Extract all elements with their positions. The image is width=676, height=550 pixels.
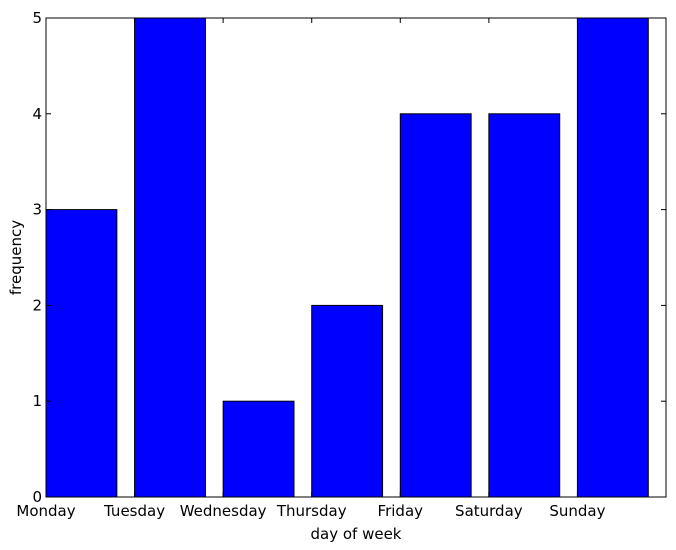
y-tick-label: 4 [32,105,42,123]
y-tick-label: 3 [32,201,42,219]
y-tick-label: 2 [32,296,42,314]
x-tick-label-monday: Monday [16,502,75,520]
bars-group [45,17,649,498]
y-axis-label: frequency [7,220,25,295]
x-tick-label-sunday: Sunday [549,502,605,520]
bar-saturday [488,113,561,498]
bar-friday [399,113,472,498]
bar-thursday [311,304,384,498]
plot-frame [45,17,667,498]
x-tick-label-thursday: Thursday [276,502,347,520]
x-axis-ticks: Monday Tuesday Wednesday Thursday Friday Satu… [16,18,606,520]
bar-wednesday [222,400,295,498]
bar-sunday [576,17,649,498]
y-tick-label: 1 [32,392,42,410]
bar-monday [45,209,118,498]
x-tick-label-wednesday: Wednesday [180,502,267,520]
x-axis-label: day of week [311,525,402,543]
y-tick-label: 5 [32,9,42,27]
x-tick-label-tuesday: Tuesday [103,502,165,520]
x-tick-label-friday: Friday [378,502,424,520]
x-tick-label-saturday: Saturday [455,502,523,520]
y-tick-label: 0 [32,488,42,506]
bar-tuesday [134,17,206,498]
